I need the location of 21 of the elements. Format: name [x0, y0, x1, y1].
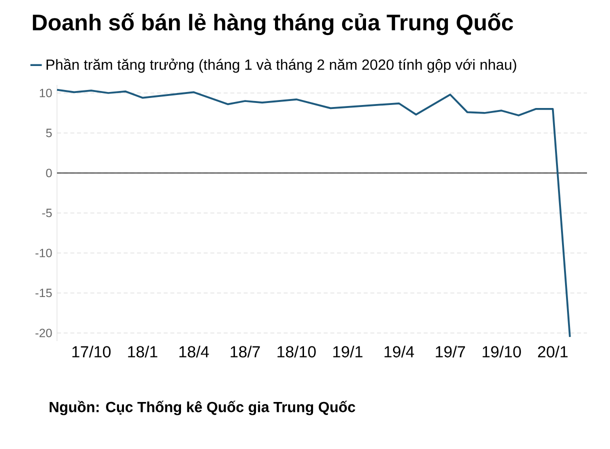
x-tick-label: 18/10 — [278, 346, 316, 358]
y-tick-label: 5 — [46, 128, 52, 138]
x-tick-label: 20/1 — [538, 346, 568, 358]
y-tick-label: -10 — [36, 248, 52, 258]
line-series — [56, 88, 571, 338]
x-tick-label: 18/4 — [179, 346, 209, 358]
chart-title: Doanh số bán lẻ hàng tháng của Trung Quốc — [32, 12, 514, 36]
legend-label: Phần trăm tăng trưởng (tháng 1 và tháng 2 năm 2020 tính gộp với nhau) — [46, 58, 516, 73]
y-tick-label: 0 — [46, 168, 52, 178]
y-tick-label: -5 — [42, 208, 52, 218]
y-tick-label: -15 — [36, 288, 52, 298]
text: Nguồn: Cục Thống kê Quốc gia Trung Quốc — [50, 400, 356, 416]
x-tick-label: 19/1 — [333, 346, 362, 358]
y-tick-label: -20 — [36, 328, 52, 338]
x-tick-label: 18/1 — [128, 346, 158, 358]
y-tick-label: 10 — [40, 88, 52, 98]
x-tick-label: 19/4 — [384, 346, 414, 358]
x-tick-label: 19/10 — [482, 346, 521, 358]
x-tick-label: 17/10 — [72, 346, 111, 358]
x-tick-label: 19/7 — [436, 346, 465, 358]
x-tick-label: 18/7 — [230, 346, 260, 358]
